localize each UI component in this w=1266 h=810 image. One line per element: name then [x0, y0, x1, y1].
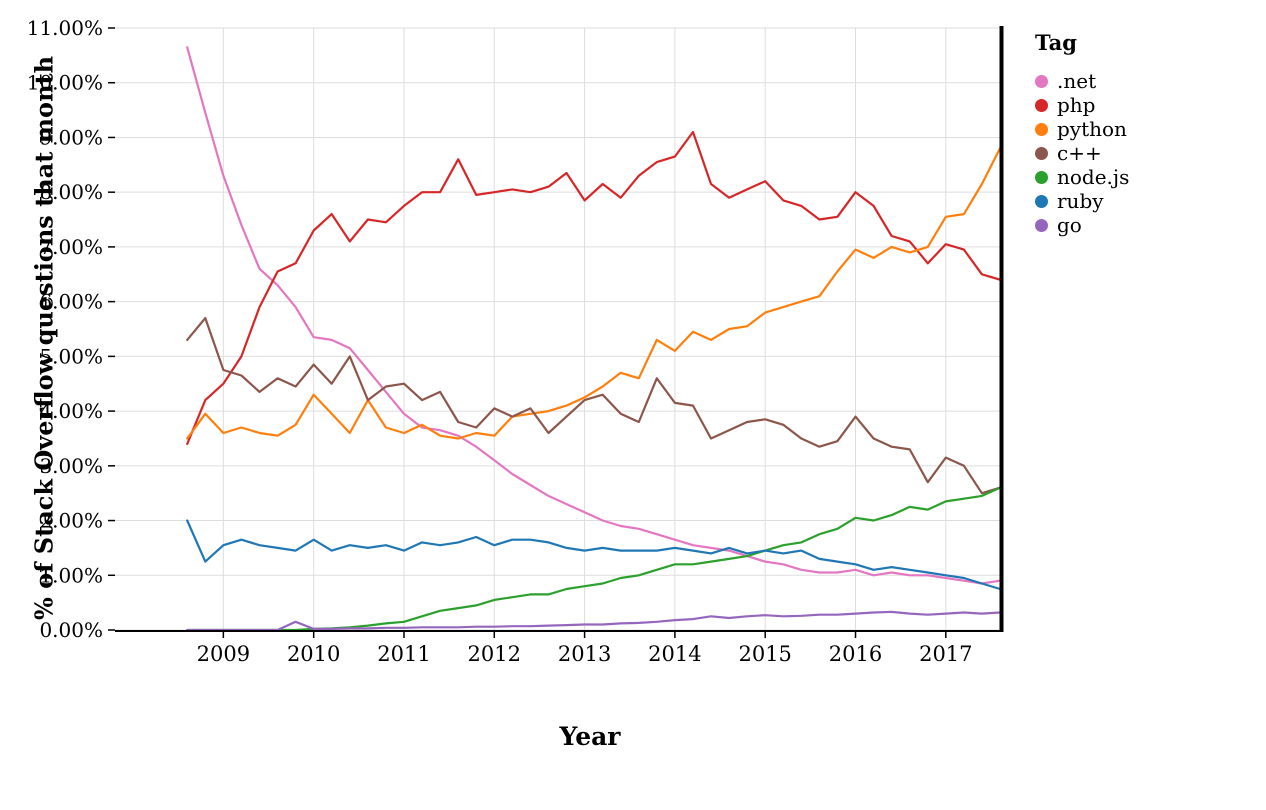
legend-label: node.js — [1057, 165, 1130, 189]
x-tick-label: 2012 — [468, 642, 521, 666]
y-tick-label: 9.00% — [39, 125, 103, 149]
x-tick-label: 2017 — [919, 642, 972, 666]
series-line-python — [186, 147, 1002, 440]
legend-swatch — [1035, 98, 1048, 112]
y-tick-label: 3.00% — [39, 454, 103, 478]
x-tick-label: 2010 — [287, 642, 340, 666]
legend-label: c++ — [1057, 141, 1102, 165]
y-tick-label: 4.00% — [39, 399, 103, 423]
legend-item-ruby: ruby — [1035, 189, 1129, 213]
legend-item-.net: .net — [1035, 69, 1129, 93]
series-line-go — [186, 610, 1002, 632]
legend-label: python — [1057, 117, 1127, 141]
legend-item-go: go — [1035, 213, 1129, 237]
legend-item-php: php — [1035, 93, 1129, 117]
series-line-c — [186, 317, 1002, 495]
x-tick-label: 2013 — [558, 642, 611, 666]
y-tick-label: 0.00% — [39, 618, 103, 642]
legend: Tag .net php python c++ node.js ruby go — [1035, 30, 1129, 237]
series-line-.net — [186, 46, 1002, 585]
x-tick-label: 2016 — [829, 642, 882, 666]
legend-item-c: c++ — [1035, 141, 1129, 165]
x-axis-title: Year — [559, 722, 621, 751]
y-tick-label: 7.00% — [39, 235, 103, 259]
x-tick-label: 2014 — [648, 642, 701, 666]
y-axis-title: % of Stack Overflow questions that month — [29, 55, 59, 621]
legend-label: .net — [1057, 69, 1097, 93]
legend-item-node.js: node.js — [1035, 165, 1129, 189]
series-line-php — [186, 130, 1002, 445]
legend-title: Tag — [1035, 30, 1077, 55]
x-tick-label: 2015 — [738, 642, 791, 666]
legend-swatch — [1035, 146, 1048, 160]
legend-label: ruby — [1057, 189, 1104, 213]
series-line-node.js — [186, 486, 1002, 632]
legend-label: php — [1057, 93, 1096, 117]
y-tick-label: 11.00% — [27, 16, 103, 40]
y-tick-label: 6.00% — [39, 290, 103, 314]
legend-items: .net php python c++ node.js ruby go — [1035, 69, 1129, 237]
x-tick-label: 2011 — [377, 642, 430, 666]
y-tick-label: 8.00% — [39, 180, 103, 204]
legend-item-python: python — [1035, 117, 1129, 141]
legend-swatch — [1035, 74, 1048, 88]
legend-swatch — [1035, 194, 1048, 208]
y-tick-label: 2.00% — [39, 509, 103, 533]
legend-swatch — [1035, 218, 1048, 232]
y-tick-label: 10.00% — [27, 71, 103, 95]
legend-swatch — [1035, 122, 1048, 136]
legend-swatch — [1035, 170, 1048, 184]
y-tick-label: 5.00% — [39, 344, 103, 368]
legend-label: go — [1057, 213, 1082, 237]
series-line-ruby — [186, 519, 1002, 591]
y-tick-label: 1.00% — [39, 563, 103, 587]
x-tick-label: 2009 — [197, 642, 250, 666]
